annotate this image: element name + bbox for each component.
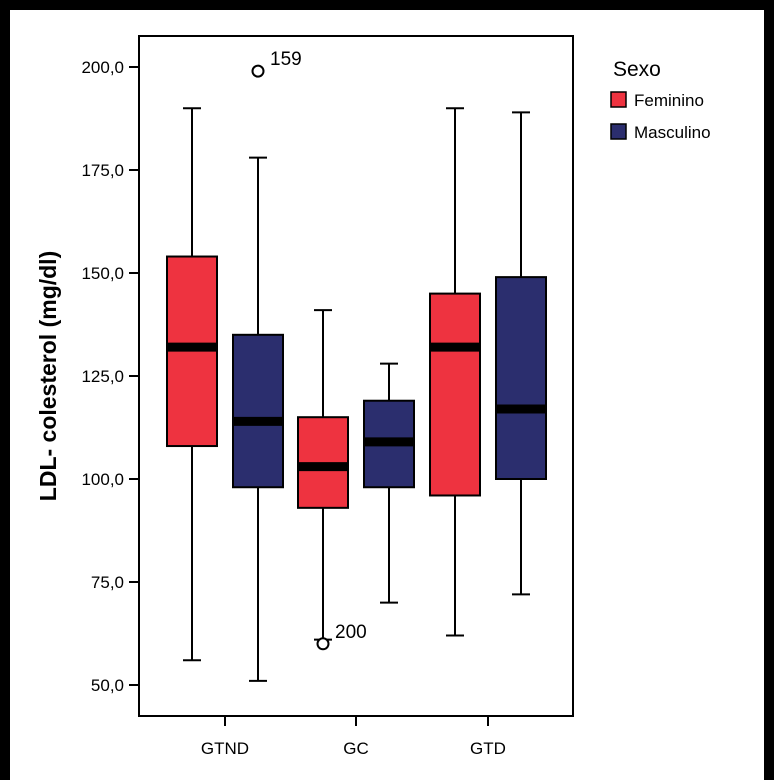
x-tick-label: GTD [470,739,506,758]
y-tick-label: 175,0 [81,161,124,180]
chart-frame [10,10,764,780]
box-feminino-gtd [429,107,481,637]
outlier-point [316,637,330,651]
x-tick-label: GTND [201,739,249,758]
y-tick-label: 100,0 [81,470,124,489]
box-iqr [232,333,284,489]
legend-label-masculino: Masculino [634,123,711,142]
y-axis-title: LDL- colesterol (mg/dl) [35,251,61,501]
y-tick-label: 200,0 [81,58,124,77]
box-iqr [429,292,481,497]
box-masculino-gc [363,362,415,604]
box-iqr [495,276,547,480]
y-tick-label: 125,0 [81,367,124,386]
box-masculino-gtnd [232,156,284,682]
legend: Sexo Feminino Masculino [610,58,711,142]
legend-swatch-feminino [610,91,627,108]
y-axis: 50,0 75,0 100,0 125,0 150,0 175,0 200,0 [81,58,139,695]
outliers: 159 200 [251,49,367,651]
outlier-label: 200 [335,622,367,643]
legend-label-feminino: Feminino [634,91,704,110]
legend-swatch-masculino [610,123,627,140]
boxes [166,107,547,682]
x-axis: GTND GC GTD [201,716,506,758]
legend-title: Sexo [613,58,661,81]
x-tick-label: GC [343,739,369,758]
y-tick-label: 50,0 [91,676,124,695]
box-masculino-gtd [495,111,547,596]
y-tick-label: 150,0 [81,264,124,283]
y-tick-label: 75,0 [91,573,124,592]
box-feminino-gtnd [166,107,218,662]
outlier-label: 159 [270,49,302,70]
box-feminino-gc [297,309,349,641]
outlier-point [251,64,265,78]
